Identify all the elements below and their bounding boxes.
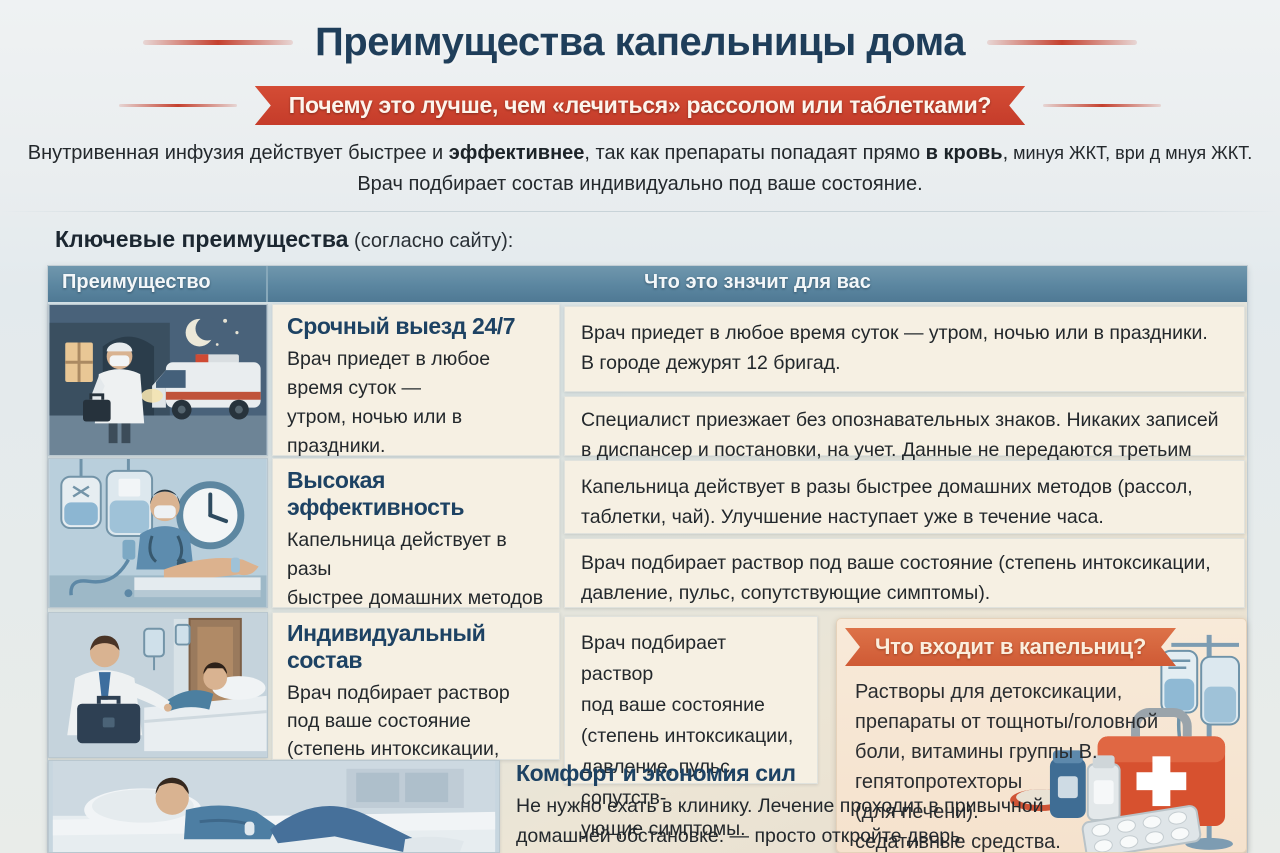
- section-heading: Ключевые преимущества (согласно сайту):: [55, 226, 513, 253]
- intro-text: ,: [1002, 142, 1009, 164]
- sidebar-ribbon-title: Что входит в капельниц?: [845, 628, 1176, 666]
- intro-paragraph: Внутривенная инфузия действует быстрее и…: [0, 138, 1280, 200]
- illustration-doctor-bedside-patient: [48, 612, 268, 758]
- advantage-subtitle: Врач приедет в любое время суток — утром…: [287, 348, 491, 457]
- benefit-cell: Специалист приезжает без опознавательных…: [564, 396, 1245, 491]
- sidebar-body-text: Растворы для детоксикации, препараты от …: [855, 681, 1159, 853]
- benefit-cell: Врач подбирает раствор под ваше состояни…: [564, 538, 1245, 608]
- advantage-cell-urgent: Срочный выезд 24/7 Врач приедет в любое …: [272, 304, 560, 457]
- ribbon-flourish-right-icon: [1043, 104, 1162, 107]
- subtitle-ribbon: Почему это лучше, чем «лечиться» рассоло…: [255, 86, 1025, 125]
- advantage-title: Комфорт и экономия сил: [516, 760, 796, 786]
- illustration-doctor-ambulance-night: [48, 304, 268, 456]
- intro-line2: Врач подбирает состав индивидуально под …: [357, 173, 923, 195]
- advantage-cell-effectiveness: Высокая эффективность Капельница действу…: [272, 458, 560, 638]
- table-header-row: Преимущество Что это знзчит для вас: [48, 266, 1247, 302]
- benefits-table: Преимущество Что это знзчит для вас: [48, 266, 1247, 853]
- title-row: Преимущества капельницы дома: [0, 20, 1280, 65]
- section-heading-note: (согласно сайту):: [348, 230, 514, 252]
- title-flourish-right-icon: [986, 40, 1137, 45]
- advantage-title: Индивидуальный состав: [287, 620, 486, 673]
- benefit-cell: Капельница действует в разы быстрее дома…: [564, 460, 1245, 534]
- intro-bold-effective: эффективнее: [448, 142, 585, 164]
- benefit-cell: Врач приедет в любое время суток — утром…: [564, 306, 1245, 392]
- section-heading-bold: Ключевые преимущества: [55, 226, 349, 252]
- benefit-cell: Врач подбирает раствор под ваше состояни…: [564, 616, 818, 840]
- advantage-cell-comfort: Комфорт и экономия сил Не нужно ехать в …: [516, 760, 1076, 853]
- illustration-man-resting-couch: [48, 760, 500, 853]
- intro-tail-small: минуя ЖКТ, ври д мнуя ЖКТ.: [1008, 143, 1253, 163]
- column-header-meaning: Что это знзчит для вас: [644, 271, 871, 293]
- page-title: Преимущества капельницы дома: [315, 20, 965, 64]
- horizontal-divider: [0, 211, 1280, 212]
- intro-bold-blood: в кровь: [925, 142, 1003, 164]
- illustration-iv-drip-nurse-clock: [48, 458, 268, 608]
- advantage-title: Срочный выезд 24/7: [287, 313, 516, 339]
- title-flourish-left-icon: [143, 40, 294, 45]
- subtitle-ribbon-row: Почему это лучше, чем «лечиться» рассоло…: [0, 86, 1280, 125]
- column-header-advantage: Преимущество: [48, 266, 268, 302]
- advantage-title: Высокая эффективность: [287, 467, 465, 520]
- intro-text: Внутривенная инфузия действует быстрее и: [27, 142, 449, 164]
- intro-text: , так как препараты попадаят прямо: [584, 142, 926, 164]
- advantage-cell-individual: Индивидуальный состав Врач подбирает рас…: [272, 612, 560, 816]
- advantage-subtitle: Не нужно ехать в клинику. Лечение проход…: [516, 795, 1044, 847]
- ribbon-flourish-left-icon: [118, 104, 237, 107]
